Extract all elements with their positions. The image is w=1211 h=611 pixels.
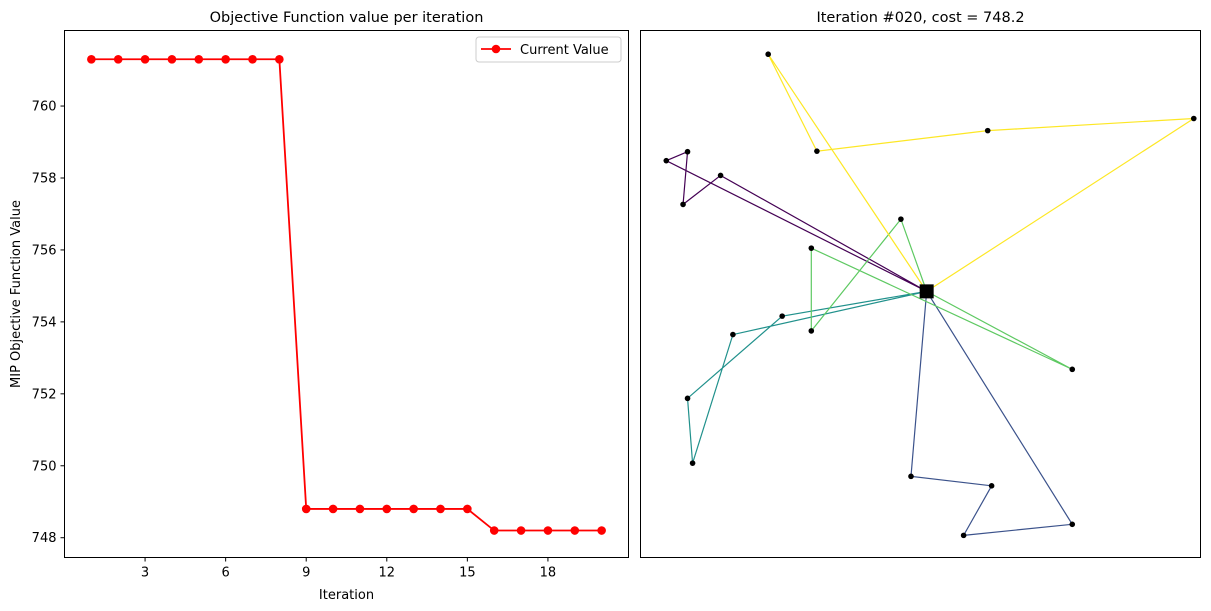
x-tick-label: 12 (379, 566, 396, 581)
x-tick-label: 6 (222, 566, 230, 581)
route-line (910, 291, 1074, 537)
data-point (409, 504, 418, 514)
customer-node (1190, 115, 1197, 122)
legend-box (475, 36, 622, 63)
data-point (355, 504, 365, 514)
data-point (570, 526, 580, 535)
left-x-axis-ticks: 3 6 9 12 15 18 (141, 557, 557, 581)
left-plot-area: 3 6 9 12 15 18 748 750 752 754 756 758 760 (32, 30, 629, 581)
series-line (91, 58, 602, 532)
y-tick-label: 752 (32, 387, 57, 402)
customer-node (1069, 366, 1076, 373)
data-point (436, 504, 445, 514)
left-x-axis-label: Iteration (319, 588, 374, 603)
left-y-axis-ticks: 748 750 752 754 756 758 760 (32, 100, 65, 546)
data-point (113, 54, 123, 64)
right-plot-frame (640, 30, 1201, 558)
data-point (516, 526, 526, 535)
left-chart-title: Objective Function value per iteration (210, 10, 484, 26)
customer-node (808, 245, 815, 251)
depot-marker (919, 284, 934, 299)
customer-node (988, 483, 995, 489)
y-tick-label: 756 (32, 243, 57, 258)
route-line (767, 53, 1197, 292)
data-point (597, 526, 606, 535)
depot-group (919, 284, 934, 299)
right-chart-title: Iteration #020, cost = 748.2 (816, 10, 1024, 26)
route-line (686, 290, 927, 464)
x-tick-label: 18 (540, 566, 557, 581)
x-tick-label: 9 (302, 566, 310, 581)
customer-node (684, 148, 691, 155)
customer-nodes-group (663, 51, 1197, 539)
customer-node (814, 148, 820, 154)
customer-node (984, 127, 991, 134)
data-point (301, 504, 311, 514)
customer-node (808, 328, 815, 334)
left-y-axis-label: MIP Objective Function Value (9, 200, 24, 388)
customer-node (960, 532, 967, 539)
left-plot-frame (64, 30, 629, 558)
route-line (664, 150, 927, 292)
customer-node (898, 216, 904, 222)
data-point (194, 54, 204, 64)
y-tick-label: 760 (32, 100, 57, 115)
legend-marker-swatch (491, 44, 501, 54)
x-tick-label: 15 (459, 566, 476, 581)
data-point (543, 526, 553, 535)
y-tick-label: 758 (32, 171, 57, 186)
customer-node (1069, 521, 1076, 528)
customer-node (663, 157, 670, 164)
customer-node (689, 460, 696, 466)
data-point (248, 54, 257, 64)
route-lines-group (664, 53, 1197, 537)
customer-node (730, 331, 736, 338)
customer-node (717, 172, 724, 179)
data-point (489, 526, 499, 535)
legend-label: Current Value (520, 43, 609, 58)
data-point (382, 504, 392, 514)
x-tick-label: 3 (141, 566, 149, 581)
route-chart: Iteration #020, cost = 748.2 (640, 10, 1201, 558)
customer-node (765, 51, 771, 58)
customer-node (680, 201, 686, 208)
data-point (463, 504, 472, 514)
data-point (140, 54, 150, 64)
y-tick-label: 754 (32, 315, 57, 330)
legend: Current Value (475, 36, 622, 63)
data-point (221, 54, 230, 64)
route-line (810, 217, 1073, 370)
customer-node (779, 313, 785, 319)
data-point (87, 54, 96, 64)
data-point (275, 54, 284, 64)
y-tick-label: 750 (32, 459, 57, 474)
objective-chart: Objective Function value per iteration 3… (9, 10, 629, 603)
data-point (328, 504, 338, 514)
customer-node (908, 473, 914, 480)
data-point (167, 54, 177, 64)
customer-node (684, 395, 691, 402)
y-tick-label: 748 (32, 531, 57, 546)
left-series-group (87, 54, 606, 535)
